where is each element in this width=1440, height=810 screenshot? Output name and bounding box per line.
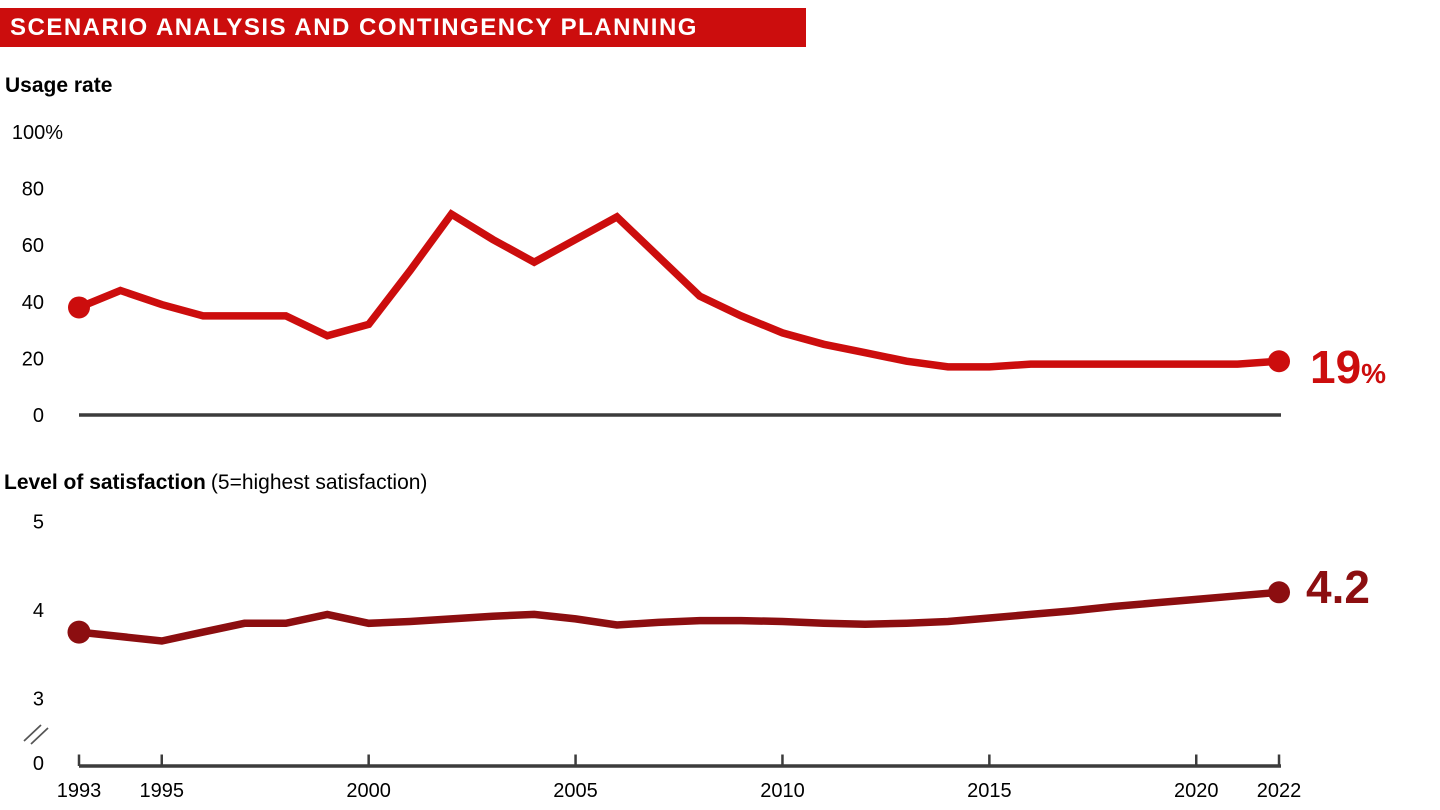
- x-axis-year-label-2022: 2022: [1257, 780, 1302, 802]
- x-axis-year-label-2005: 2005: [553, 780, 598, 802]
- usage-ytick-label-60: 60: [22, 235, 44, 257]
- x-axis-year-label-1993: 1993: [57, 780, 102, 802]
- usage-ytick-label-0: 0: [33, 405, 44, 427]
- x-axis-year-label-2010: 2010: [760, 780, 805, 802]
- satisfaction-end-value: 4.2: [1306, 561, 1370, 613]
- axis-break-slash-1: [23, 724, 42, 742]
- satisfaction-line: [78, 588, 1280, 645]
- satisfaction-ytick-label-0: 0: [33, 753, 44, 775]
- usage-ytick-label-20: 20: [22, 348, 44, 370]
- usage-start-marker: [68, 296, 90, 319]
- usage-end-value: 19%: [1310, 344, 1386, 390]
- satisfaction-start-marker: [67, 620, 91, 644]
- x-axis-year-label-2000: 2000: [346, 780, 391, 802]
- axis-break-slash-2: [30, 727, 49, 745]
- usage-chart-title: Usage rate: [5, 74, 113, 97]
- header-title: SCENARIO ANALYSIS AND CONTINGENCY PLANNI…: [10, 13, 698, 41]
- usage-ytick-label-80: 80: [22, 179, 44, 201]
- usage-line: [77, 209, 1280, 371]
- x-axis-year-label-2020: 2020: [1174, 780, 1219, 802]
- satisfaction-title-note: (5=highest satisfaction): [210, 471, 428, 494]
- satisfaction-title-main: Level of satisfaction: [4, 471, 206, 494]
- usage-end-percent-sign: %: [1361, 358, 1387, 389]
- satisfaction-chart-title: Level of satisfaction (5=highest satisfac…: [4, 471, 427, 495]
- usage-ytick-label-100%: 100%: [12, 122, 63, 144]
- x-axis-year-label-2015: 2015: [967, 780, 1012, 802]
- satisfaction-ytick-label-4: 4: [33, 600, 44, 622]
- usage-ytick-label-40: 40: [22, 292, 44, 314]
- x-axis-year-label-1995: 1995: [140, 780, 185, 802]
- satisfaction-ytick-label-5: 5: [33, 512, 44, 534]
- usage-end-marker: [1268, 350, 1291, 373]
- satisfaction-ytick-label-3: 3: [33, 689, 44, 711]
- satisfaction-end-marker: [1268, 581, 1291, 604]
- usage-end-number: 19: [1310, 341, 1362, 393]
- header-banner: SCENARIO ANALYSIS AND CONTINGENCY PLANNI…: [0, 8, 806, 47]
